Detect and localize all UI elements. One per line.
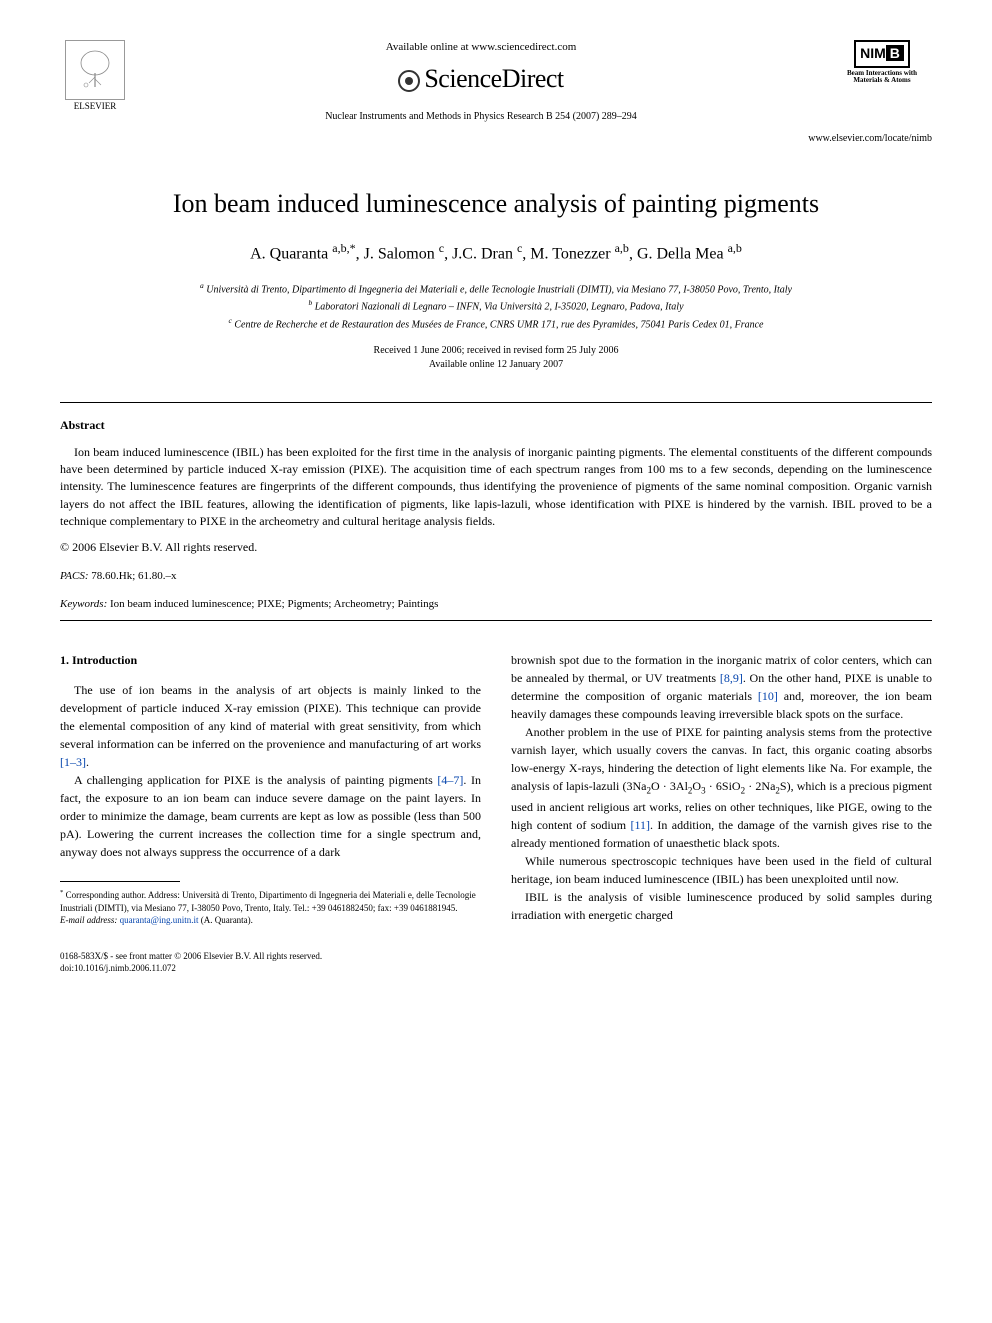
keywords-line: Keywords: Ion beam induced luminescence;… xyxy=(60,597,932,612)
intro-p1: The use of ion beams in the analysis of … xyxy=(60,681,481,771)
abstract-text: Ion beam induced luminescence (IBIL) has… xyxy=(60,444,932,531)
sciencedirect-brand: ScienceDirect xyxy=(150,61,812,97)
doi-line: doi:10.1016/j.nimb.2006.11.072 xyxy=(60,963,932,975)
abstract-heading: Abstract xyxy=(60,417,932,434)
ref-link-4-7[interactable]: [4–7] xyxy=(437,773,463,787)
corresponding-author-footnote: * Corresponding author. Address: Univers… xyxy=(60,888,481,927)
intro-p5: While numerous spectroscopic techniques … xyxy=(511,852,932,888)
ref-link-10[interactable]: [10] xyxy=(758,689,778,703)
affiliations: a Università di Trento, Dipartimento di … xyxy=(60,280,932,332)
left-column: 1. Introduction The use of ion beams in … xyxy=(60,651,481,927)
center-header: Available online at www.sciencedirect.co… xyxy=(130,40,832,124)
affiliation-a: a Università di Trento, Dipartimento di … xyxy=(60,280,932,297)
elsevier-logo: ELSEVIER xyxy=(60,40,130,120)
author-email[interactable]: quaranta@ing.unitn.it xyxy=(120,915,199,925)
sciencedirect-icon xyxy=(398,70,420,92)
nimb-logo: NIMB xyxy=(854,40,910,68)
nimb-subtitle: Beam Interactions with Materials & Atoms xyxy=(832,70,932,85)
elsevier-label: ELSEVIER xyxy=(74,100,117,113)
footnote-separator xyxy=(60,881,180,882)
body-columns: 1. Introduction The use of ion beams in … xyxy=(60,651,932,927)
journal-reference: Nuclear Instruments and Methods in Physi… xyxy=(150,110,812,124)
page-footer: 0168-583X/$ - see front matter © 2006 El… xyxy=(60,951,932,974)
ref-link-1-3[interactable]: [1–3] xyxy=(60,755,86,769)
ref-link-11[interactable]: [11] xyxy=(630,818,650,832)
intro-p3: brownish spot due to the formation in th… xyxy=(511,651,932,723)
intro-p2: A challenging application for PIXE is th… xyxy=(60,771,481,861)
article-dates: Received 1 June 2006; received in revise… xyxy=(60,344,932,372)
intro-p6: IBIL is the analysis of visible luminesc… xyxy=(511,888,932,924)
intro-p4: Another problem in the use of PIXE for p… xyxy=(511,723,932,852)
divider-bottom xyxy=(60,620,932,621)
authors-list: A. Quaranta a,b,*, J. Salomon c, J.C. Dr… xyxy=(60,240,932,266)
locate-url[interactable]: www.elsevier.com/locate/nimb xyxy=(60,132,932,146)
ref-link-8-9[interactable]: [8,9] xyxy=(720,671,743,685)
article-title: Ion beam induced luminescence analysis o… xyxy=(60,186,932,222)
copyright-line: © 2006 Elsevier B.V. All rights reserved… xyxy=(60,539,932,556)
nimb-logo-box: NIMB Beam Interactions with Materials & … xyxy=(832,40,932,85)
divider-top xyxy=(60,402,932,403)
issn-line: 0168-583X/$ - see front matter © 2006 El… xyxy=(60,951,932,963)
affiliation-b: b Laboratori Nazionali di Legnaro – INFN… xyxy=(60,297,932,314)
online-date: Available online 12 January 2007 xyxy=(60,358,932,372)
right-column: brownish spot due to the formation in th… xyxy=(511,651,932,927)
affiliation-c: c Centre de Recherche et de Restauration… xyxy=(60,315,932,332)
elsevier-tree-icon xyxy=(65,40,125,100)
received-date: Received 1 June 2006; received in revise… xyxy=(60,344,932,358)
intro-heading: 1. Introduction xyxy=(60,651,481,669)
available-online-text: Available online at www.sciencedirect.co… xyxy=(150,40,812,55)
pacs-line: PACS: 78.60.Hk; 61.80.–x xyxy=(60,569,932,584)
header-row: ELSEVIER Available online at www.science… xyxy=(60,40,932,124)
